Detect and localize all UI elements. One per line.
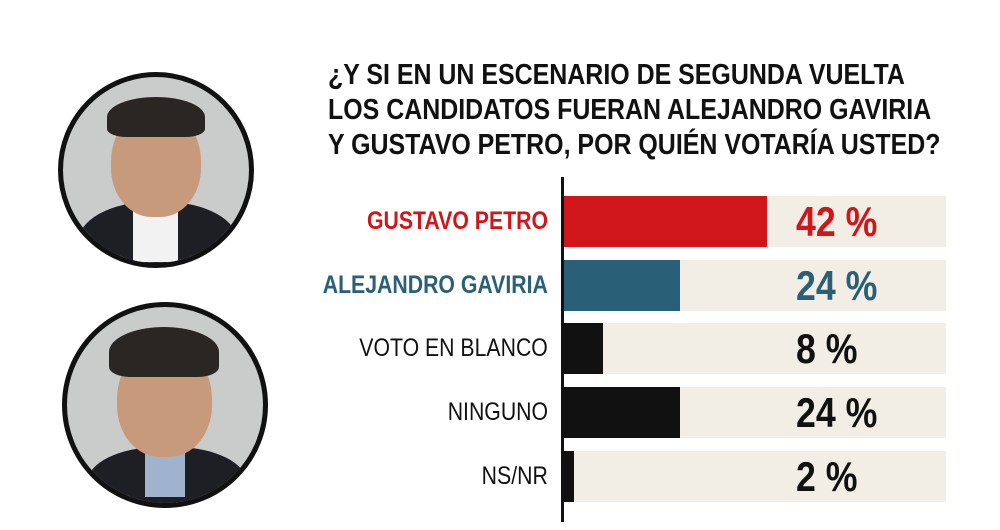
bar bbox=[564, 260, 681, 311]
title-line: ¿Y SI EN UN ESCENARIO DE SEGUNDA VUELTA bbox=[328, 59, 905, 91]
bar-track: 42 % bbox=[564, 196, 946, 247]
category-label: NINGUNO bbox=[447, 398, 548, 426]
gustavo-petro-photo bbox=[58, 72, 254, 268]
category-label: NS/NR bbox=[481, 462, 548, 490]
bar-track: 24 % bbox=[564, 387, 946, 438]
chart-title: ¿Y SI EN UN ESCENARIO DE SEGUNDA VUELTA … bbox=[328, 58, 941, 163]
value-label: 8 % bbox=[796, 325, 858, 372]
bar-track: 2 % bbox=[564, 451, 946, 502]
category-label: VOTO EN BLANCO bbox=[359, 334, 548, 362]
title-line: LOS CANDIDATOS FUERAN ALEJANDRO GAVIRIA bbox=[328, 94, 932, 126]
value-label: 24 % bbox=[796, 262, 878, 309]
bar bbox=[564, 323, 603, 374]
bar bbox=[564, 387, 681, 438]
y-axis-line bbox=[561, 177, 564, 522]
bar bbox=[564, 196, 768, 247]
value-label: 42 % bbox=[796, 198, 878, 245]
title-line: Y GUSTAVO PETRO, POR QUIÉN VOTARÍA USTED… bbox=[328, 129, 941, 161]
bar-track: 24 % bbox=[564, 260, 946, 311]
value-label: 24 % bbox=[796, 389, 878, 436]
category-label: ALEJANDRO GAVIRIA bbox=[322, 271, 548, 299]
alejandro-gaviria-photo bbox=[62, 302, 268, 508]
value-label: 2 % bbox=[796, 453, 858, 500]
bar-track: 8 % bbox=[564, 323, 946, 374]
bar bbox=[564, 451, 574, 502]
category-label: GUSTAVO PETRO bbox=[366, 207, 548, 235]
